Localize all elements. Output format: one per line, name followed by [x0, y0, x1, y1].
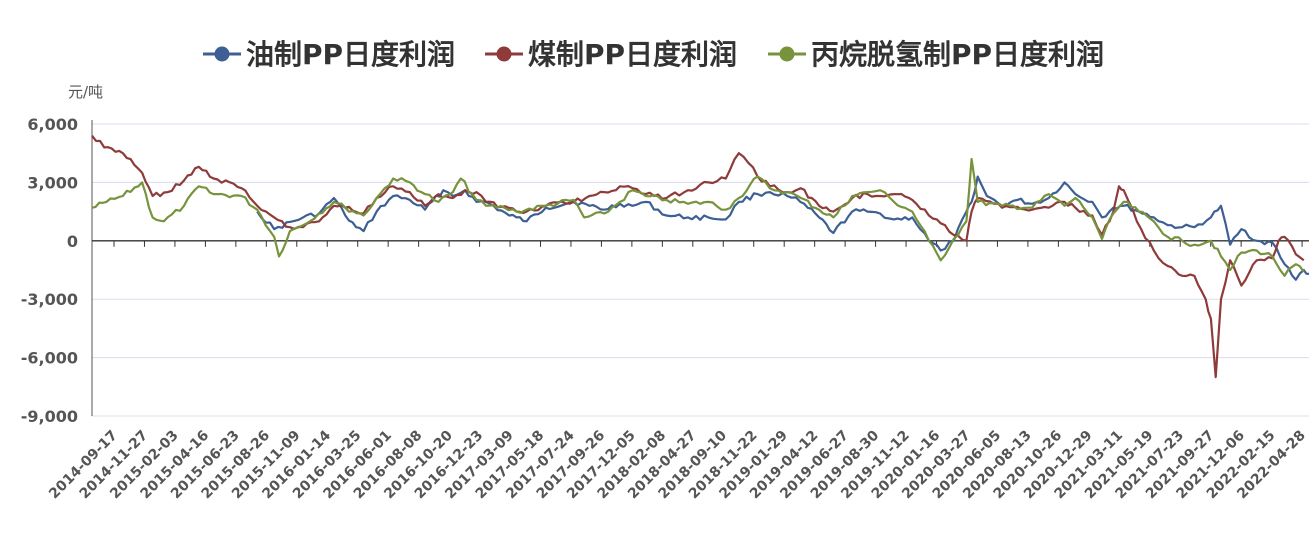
legend-item-2[interactable]: 丙烷脱氢制PP日度利润 [768, 38, 1104, 71]
y-tick-label: -3,000 [21, 290, 78, 309]
y-tick-label: 6,000 [27, 115, 78, 134]
x-axis: 2014-09-172014-11-272015-02-032015-04-16… [46, 240, 1309, 502]
y-axis-label: 元/吨 [68, 83, 103, 101]
legend-item-0[interactable]: 油制PP日度利润 [203, 38, 455, 71]
y-tick-label: 3,000 [27, 173, 78, 192]
series-line-1 [91, 135, 1305, 379]
legend-label: 油制PP日度利润 [246, 38, 455, 71]
legend-label: 丙烷脱氢制PP日度利润 [811, 38, 1104, 71]
y-tick-label: 0 [67, 232, 78, 251]
plot-area [91, 135, 1310, 379]
y-tick-label: -6,000 [21, 349, 78, 368]
y-tick-label: -9,000 [21, 407, 78, 426]
legend-marker-icon [214, 46, 230, 62]
grid [92, 123, 1309, 417]
legend-marker-icon [496, 46, 512, 62]
series-line-2 [91, 157, 1305, 277]
y-axis: 6,000 3,000 0 -3,000 -6,000 -9,000 [21, 115, 93, 426]
legend-item-1[interactable]: 煤制PP日度利润 [485, 38, 737, 71]
legend[interactable]: 油制PP日度利润 煤制PP日度利润 丙烷脱氢制PP日度利润 [203, 38, 1104, 71]
legend-marker-icon [779, 46, 795, 62]
legend-label: 煤制PP日度利润 [528, 38, 737, 71]
